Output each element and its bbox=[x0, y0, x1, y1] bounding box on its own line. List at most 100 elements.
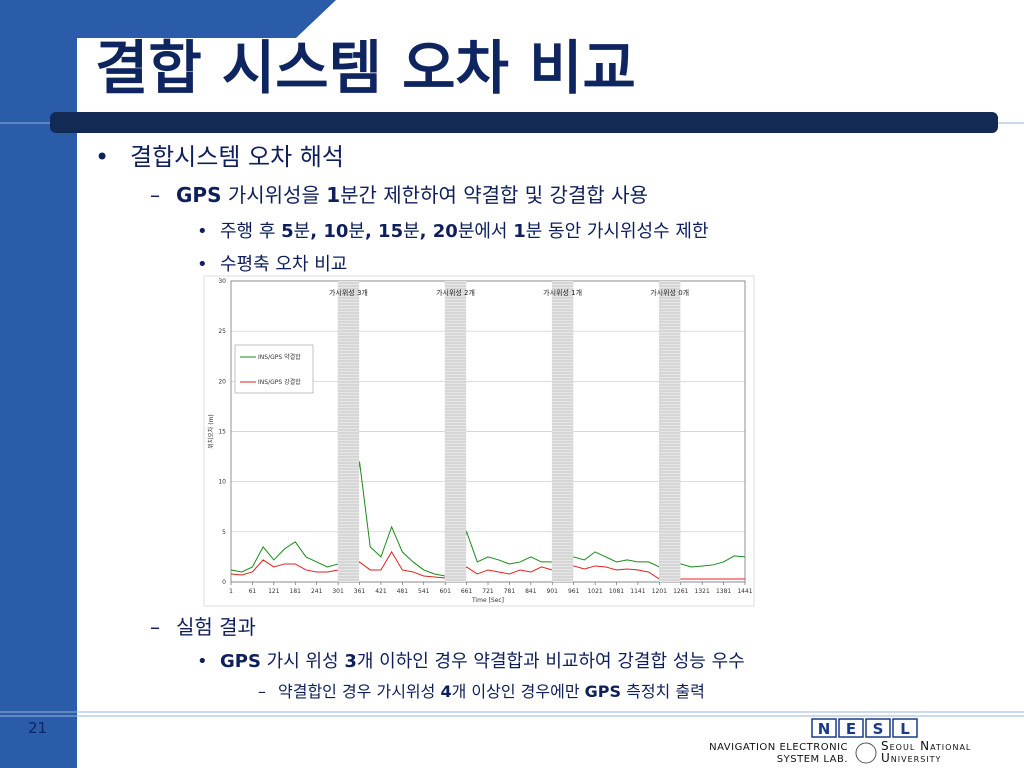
y-tick-label: 20 bbox=[218, 378, 226, 385]
bullets: • 결합시스템 오차 해석– GPS 가시위성을 1분간 제한하여 약결합 및 강결… bbox=[95, 143, 745, 701]
x-tick-label: 901 bbox=[547, 588, 559, 595]
page-number: 21 bbox=[28, 719, 47, 737]
bullet-glyph: • bbox=[95, 143, 109, 171]
university-name: University bbox=[881, 751, 941, 765]
x-tick-label: 361 bbox=[354, 588, 366, 595]
y-tick-label: 15 bbox=[218, 429, 226, 436]
text-run: 분 동안 가시위성수 제한 bbox=[526, 221, 709, 242]
y-tick-label: 10 bbox=[218, 479, 226, 486]
text-run: 개 이상인 경우에만 bbox=[452, 682, 585, 701]
text-run: 수평축 오차 비교 bbox=[220, 254, 347, 275]
logo-letter: L bbox=[900, 720, 910, 738]
bullet-text: 결합시스템 오차 해석 bbox=[130, 143, 344, 171]
legend-box bbox=[234, 344, 314, 394]
logo-box bbox=[865, 718, 891, 738]
logo-letter: S bbox=[873, 720, 884, 738]
x-tick-label: 721 bbox=[482, 588, 494, 595]
x-tick-label: 1441 bbox=[737, 588, 752, 595]
logo-letter: E bbox=[846, 720, 856, 738]
text-run: 1 bbox=[513, 221, 526, 242]
outage-label: 가시위성 2개 bbox=[436, 288, 475, 297]
bullet-text: 실험 결과 bbox=[176, 615, 256, 639]
text-run: 분간 제한하여 약결합 및 강결합 사용 bbox=[340, 183, 648, 207]
bullet-glyph: • bbox=[197, 254, 208, 275]
outage-label: 가시위성 1개 bbox=[543, 288, 582, 297]
bullet-text: GPS 가시 위성 3개 이하인 경우 약결합과 비교하여 강결합 성능 우수 bbox=[220, 651, 745, 672]
logo-box bbox=[811, 718, 837, 738]
x-tick-label: 541 bbox=[418, 588, 430, 595]
university-name: Seoul National bbox=[881, 739, 971, 753]
bullet-glyph: – bbox=[258, 682, 266, 701]
bullet-glyph: • bbox=[197, 221, 208, 242]
text-run: 분 bbox=[348, 221, 365, 242]
text-run: 1 bbox=[326, 183, 340, 207]
x-tick-label: 841 bbox=[525, 588, 537, 595]
text-run: 약결합인 경우 가시위성 bbox=[278, 682, 440, 701]
x-tick-label: 61 bbox=[249, 588, 257, 595]
bullet-glyph: • bbox=[197, 651, 208, 672]
x-tick-label: 1021 bbox=[587, 588, 602, 595]
outage-band bbox=[444, 281, 467, 582]
y-tick-label: 30 bbox=[218, 278, 226, 285]
logo-box bbox=[892, 718, 918, 738]
text-run: 실험 결과 bbox=[176, 615, 256, 639]
bullet-text: 주행 후 5분, 10분, 15분, 20분에서 1분 동안 가시위성수 제한 bbox=[220, 221, 709, 242]
x-tick-label: 1321 bbox=[695, 588, 710, 595]
x-tick-label: 241 bbox=[311, 588, 323, 595]
x-tick-label: 1381 bbox=[716, 588, 731, 595]
outage-label: 가시위성 3개 bbox=[329, 288, 368, 297]
text-run: 3 bbox=[344, 651, 357, 672]
text-run: 분에서 bbox=[458, 221, 513, 242]
x-tick-label: 1261 bbox=[673, 588, 688, 595]
plot-frame bbox=[230, 280, 746, 583]
legend: INS/GPS 약결합 INS/GPS 강결합 bbox=[234, 344, 314, 394]
logo-emblem bbox=[855, 742, 877, 764]
text-run: GPS bbox=[585, 682, 621, 701]
outage-band bbox=[337, 281, 360, 582]
x-tick-label: 301 bbox=[332, 588, 344, 595]
x-tick-label: 181 bbox=[290, 588, 302, 595]
text-run: GPS bbox=[220, 651, 261, 672]
text-run: , 15 bbox=[365, 221, 403, 242]
logo-box bbox=[838, 718, 864, 738]
text-run: 가시위성을 bbox=[221, 183, 326, 207]
legend-label: INS/GPS 약결합 bbox=[258, 353, 301, 361]
text-run: , 10 bbox=[310, 221, 348, 242]
bullet-glyph: – bbox=[150, 615, 160, 639]
text-run: 5 bbox=[281, 221, 294, 242]
bullet-text: 수평축 오차 비교 bbox=[220, 254, 347, 275]
bullet-glyph: – bbox=[150, 183, 160, 207]
text-run: 4 bbox=[440, 682, 451, 701]
x-tick-label: 601 bbox=[439, 588, 451, 595]
legend-label: INS/GPS 강결합 bbox=[258, 378, 301, 386]
x-tick-label: 421 bbox=[375, 588, 387, 595]
y-axis-label: 위치오차 (m) bbox=[207, 414, 215, 449]
top-shape bbox=[77, 0, 336, 38]
x-tick-label: 1 bbox=[229, 588, 233, 595]
y-tick-label: 0 bbox=[222, 579, 226, 586]
x-tick-label: 961 bbox=[568, 588, 580, 595]
text-run: 분 bbox=[403, 221, 420, 242]
outage-band bbox=[551, 281, 574, 582]
x-tick-label: 1201 bbox=[652, 588, 667, 595]
text-run: 분 bbox=[294, 221, 311, 242]
x-tick-label: 1081 bbox=[609, 588, 624, 595]
title-bar bbox=[50, 112, 998, 133]
x-tick-label: 1141 bbox=[630, 588, 645, 595]
y-tick-label: 25 bbox=[218, 328, 226, 335]
x-tick-label: 661 bbox=[461, 588, 473, 595]
lab-name: SYSTEM LAB. bbox=[777, 754, 848, 765]
outage-band bbox=[658, 281, 681, 582]
text-run: 개 이하인 경우 약결합과 비교하여 강결합 성능 우수 bbox=[357, 651, 745, 672]
bullet-text: 약결합인 경우 가시위성 4개 이상인 경우에만 GPS 측정치 출력 bbox=[278, 682, 705, 701]
bullet-text: GPS 가시위성을 1분간 제한하여 약결합 및 강결합 사용 bbox=[176, 183, 648, 207]
lab-name: NAVIGATION ELECTRONIC bbox=[709, 742, 848, 753]
logo-letter: N bbox=[818, 720, 831, 738]
x-axis-label: Time [Sec] bbox=[471, 597, 504, 604]
x-tick-label: 121 bbox=[268, 588, 280, 595]
slide-title: 결합 시스템 오차 비교 bbox=[95, 34, 636, 102]
x-tick-label: 781 bbox=[504, 588, 516, 595]
